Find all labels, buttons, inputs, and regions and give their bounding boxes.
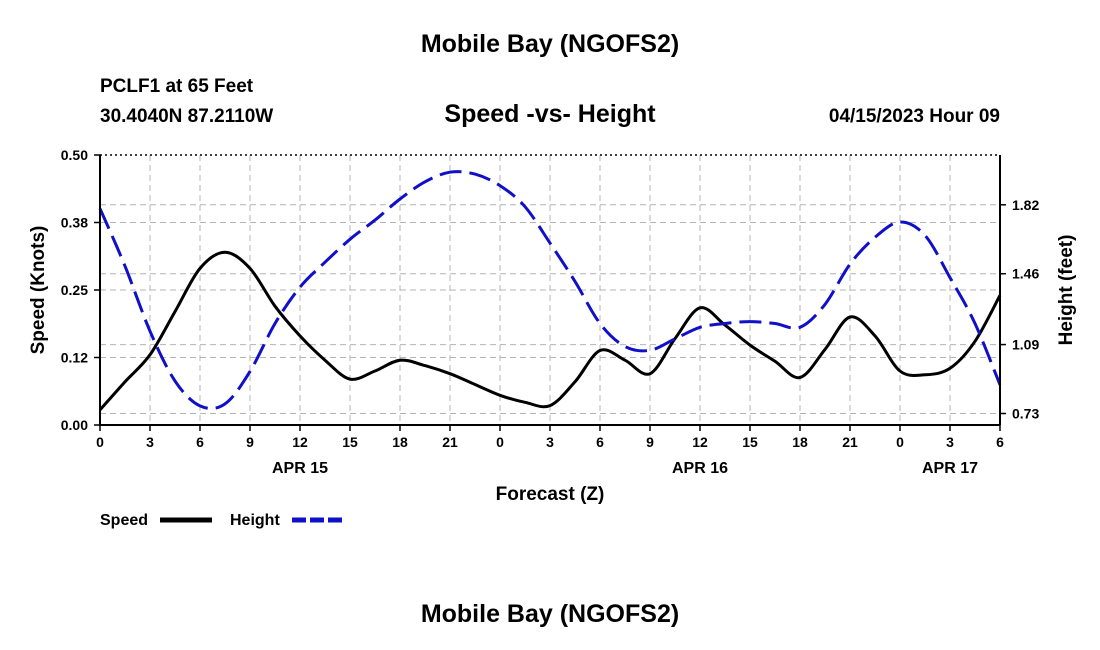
x-tick-label: 6 <box>596 434 604 450</box>
x-tick-label: 12 <box>692 434 708 450</box>
forecast-datetime: 04/15/2023 Hour 09 <box>828 106 1000 127</box>
footer-title: Mobile Bay (NGOFS2) <box>420 600 680 628</box>
x-tick-label: 21 <box>842 434 858 450</box>
station-coordinates: 30.4040N 87.2110W <box>100 106 274 127</box>
legend-label-speed: Speed <box>100 512 148 529</box>
x-tick-label: 21 <box>442 434 458 450</box>
x-tick-label: 12 <box>292 434 308 450</box>
x-tick-label: 3 <box>146 434 154 450</box>
y2-tick-label: 1.46 <box>1012 266 1039 282</box>
x-tick-label: 3 <box>946 434 954 450</box>
y2-tick-label: 1.82 <box>1012 197 1039 213</box>
x-tick-label: 6 <box>996 434 1004 450</box>
x-tick-label: 0 <box>96 434 104 450</box>
legend-label-height: Height <box>230 512 280 529</box>
x-tick-label: 9 <box>646 434 654 450</box>
y-tick-label: 0.50 <box>61 147 88 163</box>
x-tick-label: 15 <box>742 434 758 450</box>
y2-axis-label: Height (feet) <box>1056 235 1077 346</box>
chart-title: Mobile Bay (NGOFS2) <box>420 30 680 58</box>
day-label: APR 15 <box>272 460 328 477</box>
axis-ticks: 0 3 6 9 12 15 18 21 0 3 6 9 12 15 18 21 0 3 6 0.00 0.12 0.25 0… <box>61 147 1040 477</box>
day-label: APR 17 <box>922 460 978 477</box>
x-tick-label: 9 <box>246 434 254 450</box>
chart-subtitle: Speed -vs- Height <box>444 100 656 128</box>
x-tick-label: 0 <box>896 434 904 450</box>
y2-tick-label: 1.09 <box>1012 337 1039 353</box>
station-label: PCLF1 at 65 Feet <box>100 76 254 97</box>
day-label: APR 16 <box>672 460 728 477</box>
legend: Speed Height <box>100 512 342 529</box>
series-line-speed <box>98 250 1002 411</box>
grid <box>100 155 1000 425</box>
y-tick-label: 0.25 <box>61 282 88 298</box>
x-tick-label: 0 <box>496 434 504 450</box>
y-tick-label: 0.12 <box>61 350 88 366</box>
x-axis-label: Forecast (Z) <box>496 484 605 505</box>
x-tick-label: 6 <box>196 434 204 450</box>
y2-tick-label: 0.73 <box>1012 406 1039 422</box>
series-line-height <box>98 170 1002 410</box>
x-tick-label: 3 <box>546 434 554 450</box>
x-tick-label: 18 <box>392 434 408 450</box>
y-tick-label: 0.00 <box>61 417 88 433</box>
y-axis-label: Speed (Knots) <box>28 226 49 355</box>
y-tick-label: 0.38 <box>61 215 88 231</box>
series-lines <box>98 170 1002 411</box>
x-tick-label: 15 <box>342 434 358 450</box>
x-tick-label: 18 <box>792 434 808 450</box>
